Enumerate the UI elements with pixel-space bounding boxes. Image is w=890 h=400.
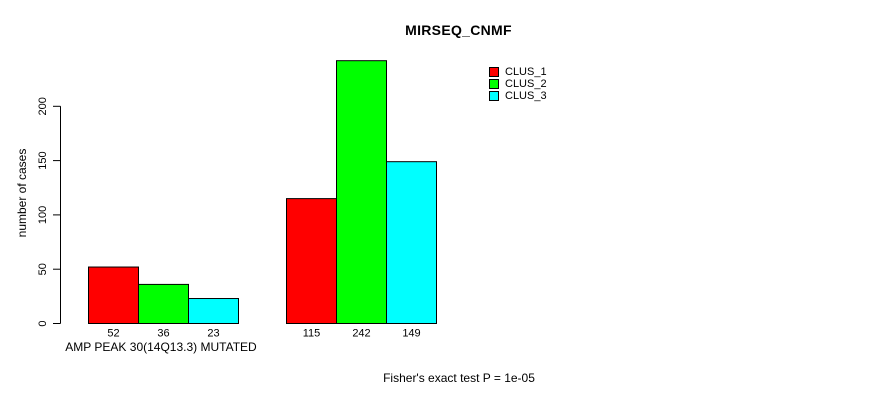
legend-swatch-icon bbox=[489, 91, 499, 101]
legend-label: CLUS_3 bbox=[505, 90, 547, 102]
annotation-text: Fisher's exact test P = 1e-05 bbox=[383, 371, 535, 385]
legend-label: CLUS_1 bbox=[505, 66, 547, 78]
y-tick-label: 100 bbox=[37, 206, 49, 224]
bar-value-label: 52 bbox=[107, 328, 119, 340]
y-tick-label: 150 bbox=[37, 151, 49, 169]
bar-value-label: 23 bbox=[207, 328, 219, 340]
bar-clus_1-group2 bbox=[286, 198, 337, 324]
bar-clus_3-group1 bbox=[188, 298, 239, 325]
bar-value-label: 115 bbox=[303, 328, 321, 340]
bar-value-label: 149 bbox=[402, 328, 420, 340]
x-axis-label: AMP PEAK 30(14Q13.3) MUTATED bbox=[65, 340, 257, 354]
y-tick-label: 200 bbox=[37, 97, 49, 115]
bar-clus_2-group1 bbox=[138, 283, 189, 324]
y-tick-label: 50 bbox=[37, 263, 49, 275]
legend-item-clus_1: CLUS_1 bbox=[489, 66, 547, 78]
bar-value-label: 36 bbox=[157, 328, 169, 340]
bar-clus_3-group2 bbox=[386, 161, 437, 324]
legend-item-clus_2: CLUS_2 bbox=[489, 78, 547, 90]
legend-label: CLUS_2 bbox=[505, 78, 547, 90]
legend-swatch-icon bbox=[489, 79, 499, 89]
legend: CLUS_1 CLUS_2 CLUS_3 bbox=[489, 66, 547, 102]
legend-swatch-icon bbox=[489, 67, 499, 77]
y-tick-label: 0 bbox=[37, 320, 49, 326]
bar-value-label: 242 bbox=[352, 328, 370, 340]
bar-clus_1-group1 bbox=[88, 266, 139, 325]
chart-title: MIRSEQ_CNMF bbox=[405, 22, 512, 38]
bar-clus_2-group2 bbox=[336, 60, 387, 325]
legend-item-clus_3: CLUS_3 bbox=[489, 90, 547, 102]
